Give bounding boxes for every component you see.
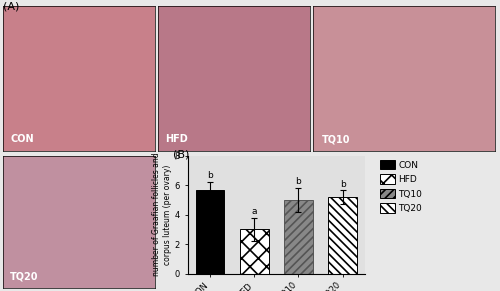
Text: b: b: [207, 171, 213, 180]
Text: (B): (B): [172, 150, 189, 160]
Text: b: b: [296, 177, 301, 186]
Text: (A): (A): [2, 1, 19, 11]
Text: HFD: HFD: [165, 134, 188, 144]
Bar: [284, 200, 312, 274]
Text: TQ10: TQ10: [322, 134, 350, 144]
Text: CON: CON: [10, 134, 34, 144]
Text: TQ20: TQ20: [10, 272, 38, 281]
Bar: [196, 189, 224, 274]
Bar: [328, 197, 357, 274]
Y-axis label: number of Graafian follicles and
corpus luteum (per ovary): number of Graafian follicles and corpus …: [152, 153, 172, 276]
Legend: CON, HFD, TQ10, TQ20: CON, HFD, TQ10, TQ20: [378, 158, 424, 215]
Bar: [240, 229, 268, 274]
Text: b: b: [340, 180, 345, 189]
Text: a: a: [252, 207, 257, 216]
